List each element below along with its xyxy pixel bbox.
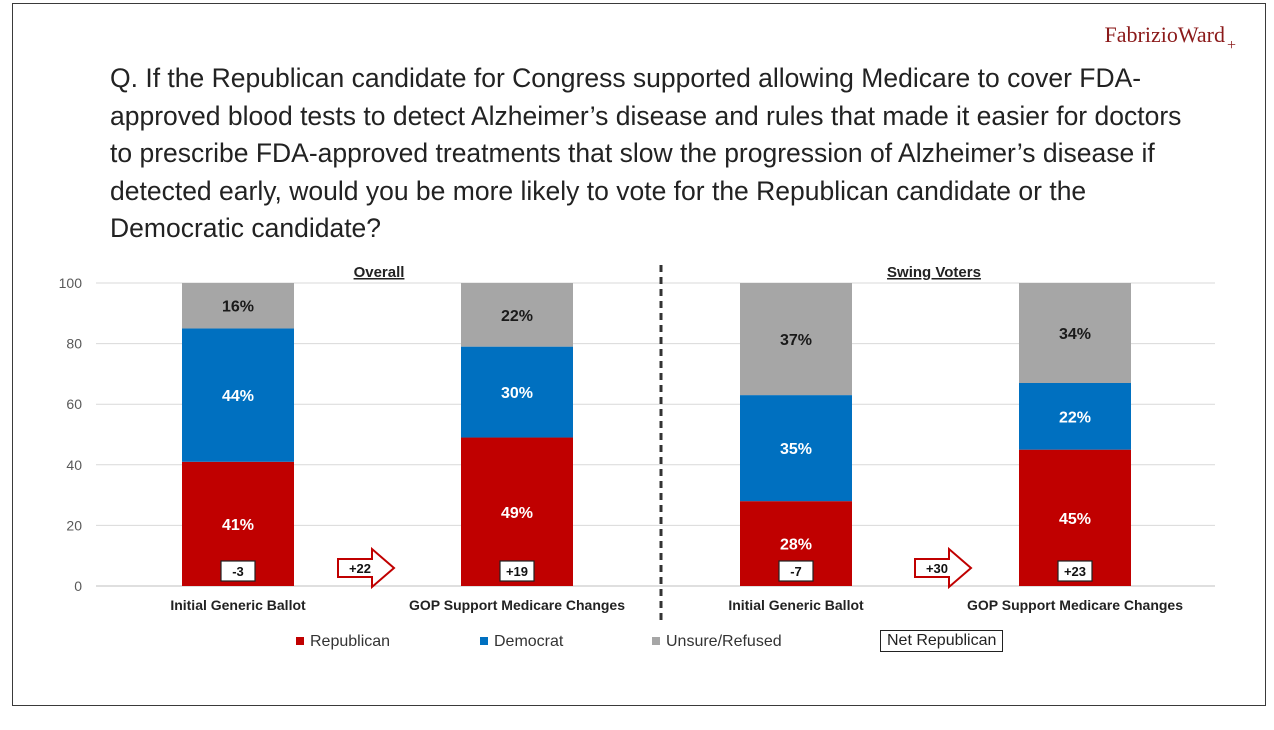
legend-republican-label: Republican bbox=[310, 633, 391, 650]
x-category-label: Initial Generic Ballot bbox=[170, 597, 306, 613]
bar-segment-democrat bbox=[182, 328, 294, 462]
net-republican-box bbox=[220, 560, 256, 582]
x-category-label: Initial Generic Ballot bbox=[728, 597, 864, 613]
brand-logo: FabrizioWard + bbox=[1104, 22, 1236, 54]
legend-net-republican: Net Republican bbox=[880, 630, 1004, 652]
bar-segment-democrat bbox=[461, 346, 573, 438]
shift-value: +22 bbox=[349, 561, 371, 576]
slide-frame bbox=[12, 3, 1266, 706]
legend-republican-swatch bbox=[296, 637, 304, 645]
y-tick-label: 100 bbox=[59, 275, 83, 291]
legend-unsure: Unsure/Refused bbox=[652, 633, 782, 651]
y-tick-label: 80 bbox=[66, 336, 82, 352]
legend-democrat-label: Democrat bbox=[494, 633, 564, 650]
data-label: 22% bbox=[501, 308, 533, 325]
stacked-bar-chart: 0 20 40 60 80 100 Overall 41% 44% 16% -3 Initial Ge… bbox=[59, 264, 1215, 620]
net-republican-value: +19 bbox=[506, 564, 528, 579]
data-label: 22% bbox=[1059, 409, 1091, 426]
legend-unsure-label: Unsure/Refused bbox=[666, 633, 782, 650]
net-republican-value: +23 bbox=[1064, 564, 1086, 579]
y-tick-label: 60 bbox=[66, 396, 82, 412]
data-label: 35% bbox=[780, 441, 812, 458]
bar-segment-unsure bbox=[740, 283, 852, 396]
x-category-label: GOP Support Medicare Changes bbox=[967, 597, 1183, 613]
bar-segment-unsure bbox=[1019, 283, 1131, 383]
net-republican-box bbox=[499, 560, 535, 582]
data-label: 30% bbox=[501, 385, 533, 402]
legend-unsure-swatch bbox=[652, 637, 660, 645]
brand-plus: + bbox=[1226, 37, 1236, 54]
group-title: Overall bbox=[354, 264, 405, 281]
data-label: 49% bbox=[501, 505, 533, 522]
data-label: 28% bbox=[780, 537, 812, 554]
legend: Republican Democrat Unsure/Refused Net R… bbox=[0, 630, 1274, 660]
y-tick-label: 20 bbox=[66, 517, 82, 533]
shift-arrow bbox=[914, 546, 973, 590]
bar-segment-unsure bbox=[461, 283, 573, 347]
data-label: 41% bbox=[222, 517, 254, 534]
data-label: 44% bbox=[222, 388, 254, 405]
brand-name: FabrizioWard bbox=[1104, 22, 1225, 47]
bar-segment-unsure bbox=[182, 283, 294, 329]
y-tick-label: 0 bbox=[74, 578, 82, 594]
net-republican-value: -3 bbox=[232, 564, 244, 579]
net-republican-box bbox=[778, 560, 814, 582]
group-title: Swing Voters bbox=[887, 264, 981, 281]
shift-arrow bbox=[337, 546, 396, 590]
shift-value: +30 bbox=[926, 561, 948, 576]
bar-segment-democrat bbox=[1019, 382, 1131, 450]
legend-democrat: Democrat bbox=[480, 633, 563, 651]
net-republican-value: -7 bbox=[790, 564, 802, 579]
net-republican-box bbox=[1057, 560, 1093, 582]
legend-democrat-swatch bbox=[480, 637, 488, 645]
y-tick-label: 40 bbox=[66, 457, 82, 473]
question-text: Q. If the Republican candidate for Congr… bbox=[110, 63, 1182, 243]
legend-republican: Republican bbox=[296, 633, 390, 651]
bar-segment-democrat bbox=[740, 395, 852, 502]
x-category-label: GOP Support Medicare Changes bbox=[409, 597, 625, 613]
data-label: 45% bbox=[1059, 511, 1091, 528]
data-label: 16% bbox=[222, 299, 254, 316]
data-label: 37% bbox=[780, 332, 812, 349]
data-label: 34% bbox=[1059, 326, 1091, 343]
